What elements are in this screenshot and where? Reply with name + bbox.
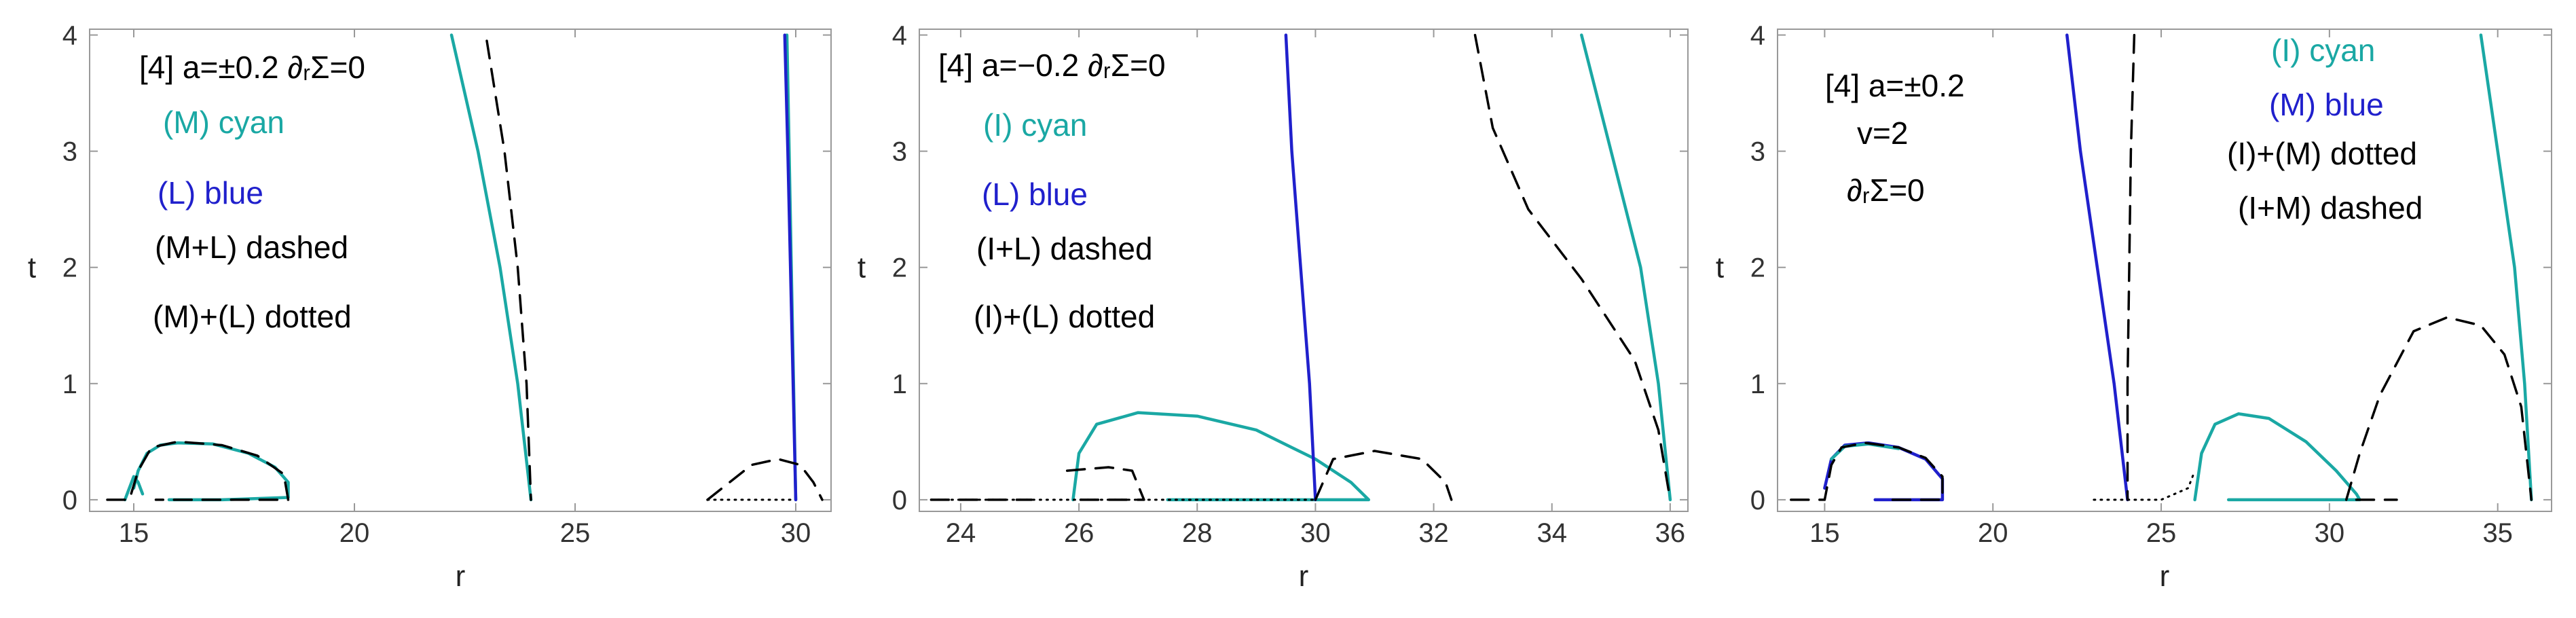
plot-frame [89, 29, 832, 512]
legend-annotation: (M+L) dashed [155, 230, 348, 265]
plot-frame [1777, 29, 2552, 512]
x-tick-label: 32 [1418, 518, 1449, 548]
series-cyan-solid-4 [2479, 33, 2533, 502]
x-tick-label: 20 [339, 518, 370, 548]
y-axis-label: t [1716, 251, 1724, 285]
series-black-dashed-4 [1314, 450, 1453, 501]
x-tick-label: 36 [1655, 518, 1686, 548]
x-tick-label: 25 [560, 518, 591, 548]
series-black-dashed-6 [106, 440, 290, 501]
x-axis-label: r [2160, 560, 2170, 593]
legend-annotation: [4] a=−0.2 ∂ᵣΣ=0 [938, 48, 1166, 83]
legend-annotation: v=2 [1857, 115, 1908, 151]
plot-area [930, 33, 1672, 502]
series-blue-solid-4 [783, 33, 798, 502]
x-tick-label: 15 [1809, 518, 1840, 548]
y-tick-label: 0 [892, 486, 907, 515]
legend-annotation: (I+M) dashed [2238, 190, 2423, 225]
y-tick-label: 1 [1750, 369, 1765, 399]
legend-annotation: (M) cyan [163, 105, 284, 140]
series-black-dashed-7 [706, 458, 824, 501]
x-tick-label: 24 [946, 518, 976, 548]
y-tick-label: 0 [1750, 486, 1765, 515]
x-tick-label: 30 [1300, 518, 1331, 548]
x-tick-label: 30 [781, 518, 811, 548]
x-tick-label: 35 [2482, 518, 2513, 548]
x-tick-label: 15 [119, 518, 149, 548]
y-tick-label: 4 [1750, 21, 1765, 51]
y-axis-label: t [28, 251, 36, 285]
x-tick-label: 25 [2146, 518, 2177, 548]
y-tick-label: 3 [892, 137, 907, 167]
legend-annotation: (I) cyan [2271, 33, 2375, 68]
x-axis-label: r [456, 560, 466, 593]
legend-annotation: (I)+(L) dotted [974, 299, 1155, 334]
legend-annotation: [4] a=±0.2 ∂ᵣΣ=0 [139, 50, 365, 85]
series-blue-solid-0 [1823, 441, 1945, 502]
y-tick-label: 2 [1750, 253, 1765, 283]
series-cyan-solid-0 [132, 441, 290, 502]
series-cyan-solid-3 [2193, 412, 2361, 502]
x-axis-label: r [1299, 560, 1309, 593]
x-tick-label: 30 [2315, 518, 2345, 548]
series-blue-solid-2 [2065, 33, 2129, 502]
legend-annotation: [4] a=±0.2 [1825, 68, 1965, 103]
y-tick-label: 4 [62, 21, 77, 51]
x-tick-label: 26 [1064, 518, 1094, 548]
y-tick-label: 1 [62, 369, 77, 399]
chart-panel-left: 15 20 25 30 0 1 2 3 4 r t [4] a=±0.2 ∂ᵣΣ=0 (M) cyan (… [28, 21, 832, 593]
y-tick-label: 2 [892, 253, 907, 283]
y-tick-label: 3 [62, 137, 77, 167]
x-tick-label: 34 [1537, 518, 1567, 548]
plot-area [106, 33, 824, 502]
y-tick-label: 2 [62, 253, 77, 283]
legend-annotation: (I)+(M) dotted [2227, 136, 2417, 171]
legend-annotation: (L) blue [158, 175, 263, 211]
plot-frame [919, 29, 1689, 512]
legend-annotation: (M)+(L) dotted [153, 299, 352, 334]
legend-annotation: (I) cyan [983, 107, 1087, 143]
x-tick-label: 20 [1978, 518, 2008, 548]
series-black-dashed-5 [2126, 33, 2136, 501]
series-black-dashed-3 [1473, 33, 1672, 501]
chart-panel-right: 15 20 25 30 35 0 1 2 3 4 r t [4] a=±0.2 v=2 ∂ᵣΣ=0 (I) c… [1716, 21, 2552, 593]
series-cyan-solid-1 [1580, 33, 1672, 502]
legend-annotation: (I+L) dashed [976, 231, 1153, 266]
y-tick-label: 1 [892, 369, 907, 399]
y-tick-label: 0 [62, 486, 77, 515]
legend-annotation: ∂ᵣΣ=0 [1847, 172, 1925, 208]
series-black-dashed-5 [485, 39, 532, 501]
series-blue-solid-2 [1284, 33, 1317, 502]
legend-annotation: (M) blue [2269, 87, 2384, 122]
series-black-dashed-7 [1790, 441, 1944, 501]
series-black-dashed-5 [1065, 466, 1145, 501]
legend-annotation: (L) blue [982, 177, 1088, 212]
series-black-dashed-6 [2344, 316, 2533, 501]
y-axis-label: t [858, 251, 866, 285]
series-cyan-solid-0 [1071, 411, 1371, 502]
x-tick-label: 28 [1182, 518, 1213, 548]
series-black-dotted-9 [2093, 469, 2196, 501]
y-tick-label: 4 [892, 21, 907, 51]
series-cyan-solid-2 [449, 33, 533, 502]
y-tick-label: 3 [1750, 137, 1765, 167]
plot-area [1790, 33, 2533, 502]
